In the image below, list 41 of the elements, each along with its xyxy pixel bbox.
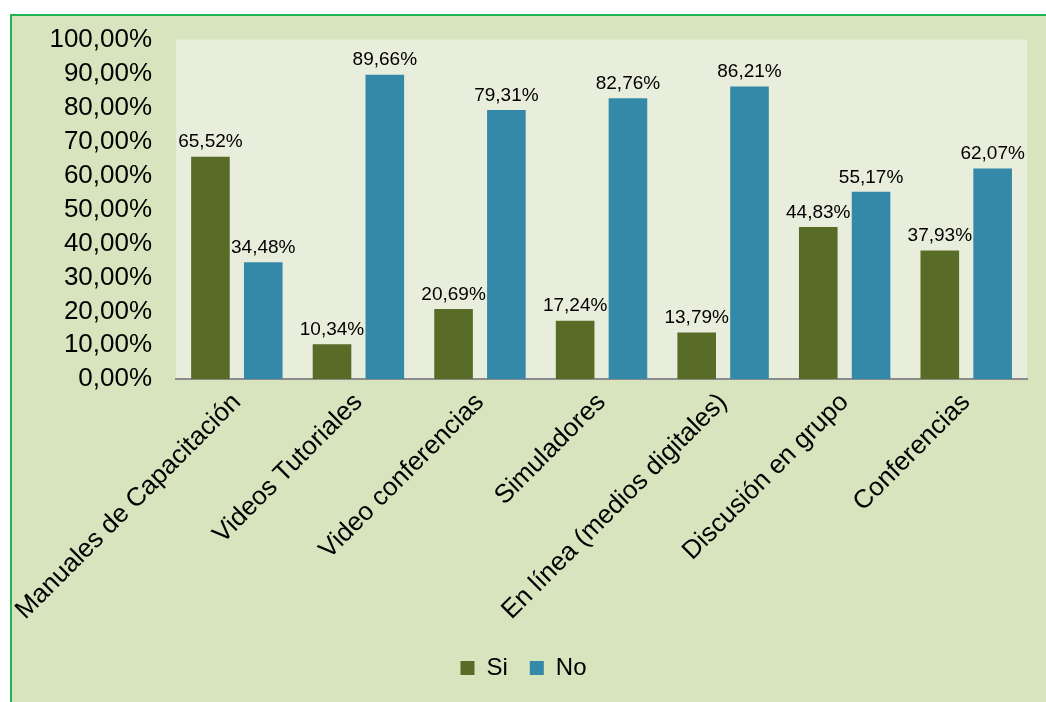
data-label: 55,17% (838, 165, 904, 187)
legend-label: Si (486, 652, 508, 680)
y-tick-label: 80,00% (63, 90, 153, 121)
data-label: 89,66% (352, 48, 418, 70)
data-label: 62,07% (960, 142, 1025, 164)
bar (191, 156, 230, 380)
data-label: 79,31% (474, 83, 539, 105)
bar (434, 308, 473, 380)
y-tick-label: 60,00% (63, 158, 153, 189)
legend-label: No (555, 652, 587, 680)
data-label: 10,34% (299, 317, 365, 339)
data-label: 13,79% (664, 306, 730, 328)
bar (730, 86, 769, 380)
data-label: 17,24% (542, 294, 608, 316)
y-tick-label: 70,00% (63, 124, 153, 155)
data-label: 86,21% (717, 60, 782, 82)
bar (243, 262, 283, 380)
data-label: 82,76% (595, 71, 661, 93)
bar (487, 109, 526, 380)
bar (555, 320, 595, 380)
bar (312, 344, 352, 380)
data-label: 34,48% (231, 235, 296, 257)
bar (851, 191, 891, 380)
bar (677, 332, 716, 380)
y-tick-label: 30,00% (63, 260, 153, 291)
y-tick-label: 20,00% (63, 294, 153, 325)
bar (365, 74, 405, 380)
bar (973, 168, 1012, 380)
bar (920, 250, 960, 380)
y-tick-label: 0,00% (78, 362, 153, 393)
y-tick-label: 90,00% (63, 56, 153, 87)
data-label: 65,52% (178, 130, 243, 152)
bar (798, 227, 838, 380)
bar (608, 98, 648, 380)
y-tick-label: 40,00% (63, 226, 153, 257)
y-tick-label: 100,00% (49, 22, 153, 53)
y-tick-label: 10,00% (63, 328, 153, 359)
data-label: 37,93% (907, 224, 973, 246)
data-label: 20,69% (421, 282, 486, 304)
data-label: 44,83% (786, 200, 851, 222)
y-tick-label: 50,00% (63, 192, 153, 223)
